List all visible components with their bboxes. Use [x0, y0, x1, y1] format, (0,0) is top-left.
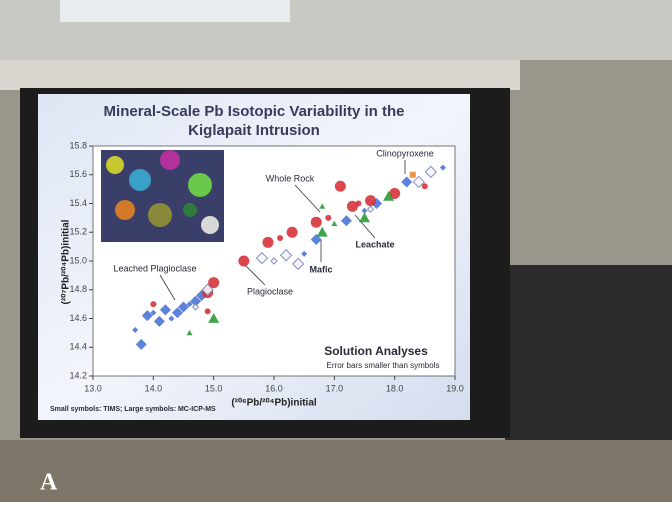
point [325, 215, 331, 221]
annotation: Plagioclase [247, 286, 293, 296]
y-tick-label: 15.6 [69, 169, 87, 179]
annotation: Solution Analyses [324, 344, 428, 358]
y-tick-label: 15.0 [69, 255, 87, 265]
inset-grain [188, 173, 212, 197]
x-tick-label: 18.0 [386, 383, 404, 393]
x-tick-label: 14.0 [145, 383, 163, 393]
point [410, 172, 416, 178]
inset-grain [160, 150, 180, 170]
annotation: Clinopyroxene [376, 148, 434, 158]
y-tick-label: 14.8 [69, 284, 87, 294]
x-tick-label: 15.0 [205, 383, 223, 393]
inset-grain [201, 216, 219, 234]
figure-label: A [40, 470, 58, 496]
point [365, 195, 376, 206]
inset-grain [148, 203, 172, 227]
y-tick-label: 14.6 [69, 313, 87, 323]
point [150, 301, 156, 307]
blackboard [505, 265, 672, 440]
y-tick-label: 15.2 [69, 227, 87, 237]
point [205, 308, 211, 314]
inset-grain [183, 203, 197, 217]
point [262, 237, 273, 248]
annotation: Mafic [309, 264, 332, 274]
y-tick-label: 15.4 [69, 198, 87, 208]
x-tick-label: 19.0 [446, 383, 464, 393]
inset-grain [129, 169, 151, 191]
inset-grain [106, 156, 124, 174]
x-tick-label: 13.0 [84, 383, 102, 393]
x-tick-label: 16.0 [265, 383, 283, 393]
screen-housing [0, 60, 520, 90]
point [287, 227, 298, 238]
annotation: Small symbols: TIMS; Large symbols: MC-I… [50, 406, 216, 413]
y-tick-label: 15.8 [69, 140, 87, 150]
point [238, 256, 249, 267]
inset-photo [101, 150, 224, 242]
y-tick-label: 14.4 [69, 342, 87, 352]
title-line: Mineral-Scale Pb Isotopic Variability in… [104, 103, 405, 120]
photo: Mineral-Scale Pb Isotopic Variability in… [0, 0, 672, 502]
x-axis-label: (²⁰⁶Pb/²⁰⁴Pb)initial [231, 398, 317, 409]
annotation: Leached Plagioclase [113, 263, 196, 273]
annotation: Leachate [355, 239, 394, 249]
x-tick-label: 17.0 [326, 383, 344, 393]
annotation: Error bars smaller than symbols [327, 361, 440, 370]
annotation: Whole Rock [266, 173, 315, 183]
ceiling-light [60, 0, 290, 22]
point [277, 235, 283, 241]
point [355, 201, 361, 207]
floor-wall [0, 440, 672, 502]
title-line: Kiglapait Intrusion [188, 122, 320, 139]
point [311, 217, 322, 228]
inset-grain [115, 200, 135, 220]
point [335, 181, 346, 192]
y-tick-label: 14.2 [69, 370, 87, 380]
